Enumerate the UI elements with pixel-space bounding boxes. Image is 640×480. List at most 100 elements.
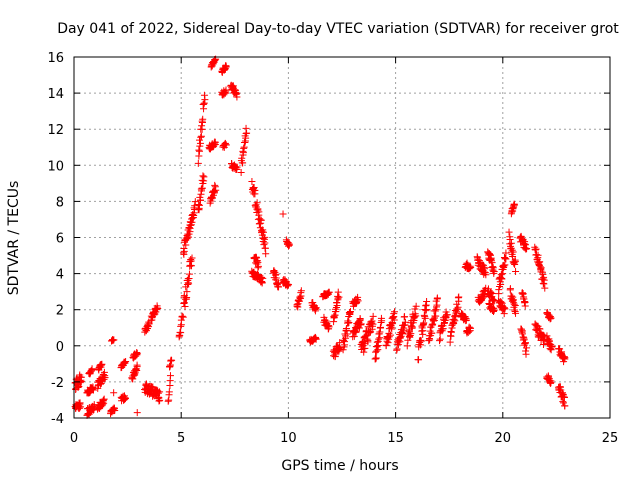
- data-point: [261, 233, 269, 241]
- data-point: [508, 246, 516, 254]
- data-point: [506, 235, 514, 243]
- data-point: [285, 241, 293, 249]
- data-point: [279, 210, 287, 218]
- data-point: [561, 402, 569, 410]
- data-point: [312, 304, 320, 312]
- data-point: [523, 244, 531, 252]
- data-point: [356, 316, 364, 324]
- data-point: [548, 342, 556, 350]
- x-tick-label: 20: [495, 431, 512, 446]
- data-point: [488, 259, 496, 267]
- data-point: [154, 393, 162, 401]
- data-point: [498, 275, 506, 283]
- data-point: [98, 360, 106, 368]
- data-point: [386, 331, 394, 339]
- data-point: [121, 359, 129, 367]
- data-point: [77, 403, 85, 411]
- data-point: [373, 338, 381, 346]
- x-tick-label: 5: [177, 431, 185, 446]
- y-tick-label: 4: [56, 268, 64, 283]
- data-point: [364, 336, 372, 344]
- data-point: [212, 186, 220, 194]
- data-point: [100, 399, 108, 407]
- data-point: [522, 245, 530, 253]
- data-point: [211, 141, 219, 149]
- data-point: [521, 298, 529, 306]
- data-point: [509, 252, 517, 260]
- x-tick-label: 10: [280, 431, 297, 446]
- data-point: [372, 354, 380, 362]
- data-point: [241, 139, 249, 147]
- data-point: [181, 302, 189, 310]
- data-point: [559, 398, 567, 406]
- data-point: [196, 196, 204, 204]
- data-point: [154, 305, 162, 313]
- data-point: [177, 322, 185, 330]
- data-point: [511, 201, 519, 209]
- data-point: [238, 154, 246, 162]
- data-point: [505, 228, 513, 236]
- data-point: [198, 184, 206, 192]
- y-tick-label: 16: [47, 51, 64, 66]
- data-point: [521, 339, 529, 347]
- data-point: [545, 373, 553, 381]
- data-point: [354, 293, 362, 301]
- data-point: [428, 329, 436, 337]
- data-point: [258, 278, 266, 286]
- data-point: [541, 284, 549, 292]
- data-point: [454, 303, 462, 311]
- data-point: [406, 331, 414, 339]
- y-tick-label: 12: [47, 123, 64, 138]
- data-point: [285, 281, 293, 289]
- data-point: [222, 63, 230, 71]
- data-point: [196, 139, 204, 147]
- data-point: [243, 129, 251, 137]
- data-point: [369, 312, 377, 320]
- data-point: [403, 342, 411, 350]
- data-point: [539, 279, 547, 287]
- data-point: [195, 136, 203, 144]
- data-point: [495, 286, 503, 294]
- data-point: [200, 99, 208, 107]
- data-point: [352, 328, 360, 336]
- data-point: [442, 314, 450, 322]
- data-point: [408, 323, 416, 331]
- data-point: [75, 383, 83, 391]
- data-point: [237, 168, 245, 176]
- data-point: [248, 177, 256, 185]
- data-point: [357, 320, 365, 328]
- data-point: [312, 335, 320, 343]
- y-tick-label: 8: [56, 195, 64, 210]
- data-point: [467, 324, 475, 332]
- data-point: [433, 301, 441, 309]
- data-point: [201, 96, 209, 104]
- data-point: [467, 263, 475, 271]
- data-point: [222, 141, 230, 149]
- data-point: [88, 366, 96, 374]
- data-point: [390, 308, 398, 316]
- data-point: [180, 299, 188, 307]
- data-point: [334, 288, 342, 296]
- data-point: [177, 316, 185, 324]
- data-point: [257, 216, 265, 224]
- data-point: [178, 312, 186, 320]
- data-point: [375, 330, 383, 338]
- data-point: [332, 308, 340, 316]
- x-tick-labels: 0 5 10 15 20 25: [70, 431, 618, 446]
- data-point: [420, 319, 428, 327]
- data-point: [547, 377, 555, 385]
- grid-lines: [74, 57, 610, 418]
- data-point: [129, 375, 137, 383]
- data-point: [262, 250, 270, 258]
- data-point: [519, 330, 527, 338]
- data-point: [183, 293, 191, 301]
- data-point: [180, 300, 188, 308]
- data-point: [122, 358, 130, 366]
- chart-title: Day 041 of 2022, Sidereal Day-to-day VTE…: [57, 21, 619, 37]
- data-point: [325, 323, 333, 331]
- data-point: [387, 324, 395, 332]
- data-point: [559, 399, 567, 407]
- data-point: [336, 339, 344, 347]
- data-point: [385, 333, 393, 341]
- data-point: [540, 276, 548, 284]
